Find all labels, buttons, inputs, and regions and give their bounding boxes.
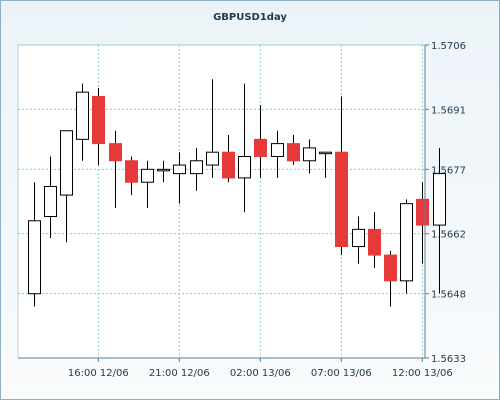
candle-body-down	[125, 160, 138, 183]
candle-body-down	[287, 143, 300, 162]
y-tick-label: 1.5706	[431, 41, 466, 52]
candle	[173, 152, 186, 204]
candle	[319, 151, 332, 178]
candle	[368, 212, 381, 268]
x-tick-label: 02:00 13/06	[230, 368, 291, 379]
candle-body-up	[238, 155, 251, 179]
candle	[271, 130, 284, 178]
chart-title: GBPUSD1day	[213, 12, 287, 23]
candle-body-down	[335, 151, 348, 248]
candle-body-down	[109, 143, 122, 162]
candle-body-up	[76, 91, 89, 140]
candle-body-down	[368, 228, 381, 256]
candle-body-up	[157, 168, 170, 172]
candle-body-down	[416, 198, 429, 226]
x-tick-label: 21:00 12/06	[149, 368, 210, 379]
candle	[44, 156, 57, 238]
candle	[28, 182, 41, 307]
candle-body-up	[271, 143, 284, 157]
candle	[238, 83, 251, 213]
candle-body-up	[319, 151, 332, 155]
y-tick-label: 1.5662	[431, 230, 466, 241]
candle-body-up	[400, 203, 413, 282]
candle	[76, 83, 89, 161]
candle-body-up	[173, 164, 186, 175]
candle	[92, 87, 105, 166]
candle	[352, 216, 365, 264]
candle	[335, 96, 348, 256]
candle-body-down	[222, 151, 235, 179]
candles	[28, 79, 446, 307]
candle	[254, 105, 267, 178]
x-tick-label: 16:00 12/06	[68, 368, 129, 379]
axes: 1.5706 1.5691 1.5677 1.5662 1.5648 1.5633 16:0…	[18, 41, 466, 379]
candle	[60, 130, 73, 243]
candle-body-up	[206, 151, 219, 166]
candle	[141, 160, 154, 208]
candle	[433, 147, 446, 294]
y-tick-label: 1.5648	[431, 290, 466, 301]
y-tick-label: 1.5691	[431, 105, 466, 116]
candle-body-up	[28, 220, 41, 295]
candle	[384, 250, 397, 307]
candle	[157, 160, 170, 183]
candle	[125, 156, 138, 196]
candle-body-down	[254, 138, 267, 157]
y-tick-label: 1.5633	[431, 354, 466, 365]
candle	[222, 135, 235, 183]
candle-body-up	[352, 228, 365, 248]
candle-body-up	[141, 168, 154, 183]
candle-body-up	[60, 130, 73, 196]
candle-body-up	[190, 160, 203, 175]
x-tick-label: 07:00 13/06	[311, 368, 372, 379]
candle	[109, 130, 122, 208]
candle-body-up	[44, 185, 57, 218]
candle-body-up	[433, 173, 446, 226]
candle	[190, 147, 203, 191]
candle	[206, 79, 219, 178]
candle-body-down	[92, 95, 105, 145]
candle	[400, 199, 413, 294]
candle	[303, 139, 316, 174]
candle-body-up	[303, 147, 316, 162]
candle	[287, 135, 300, 166]
y-tick-label: 1.5677	[431, 165, 466, 176]
candle-body-down	[384, 254, 397, 282]
x-tick-label: 12:00 13/06	[392, 368, 453, 379]
